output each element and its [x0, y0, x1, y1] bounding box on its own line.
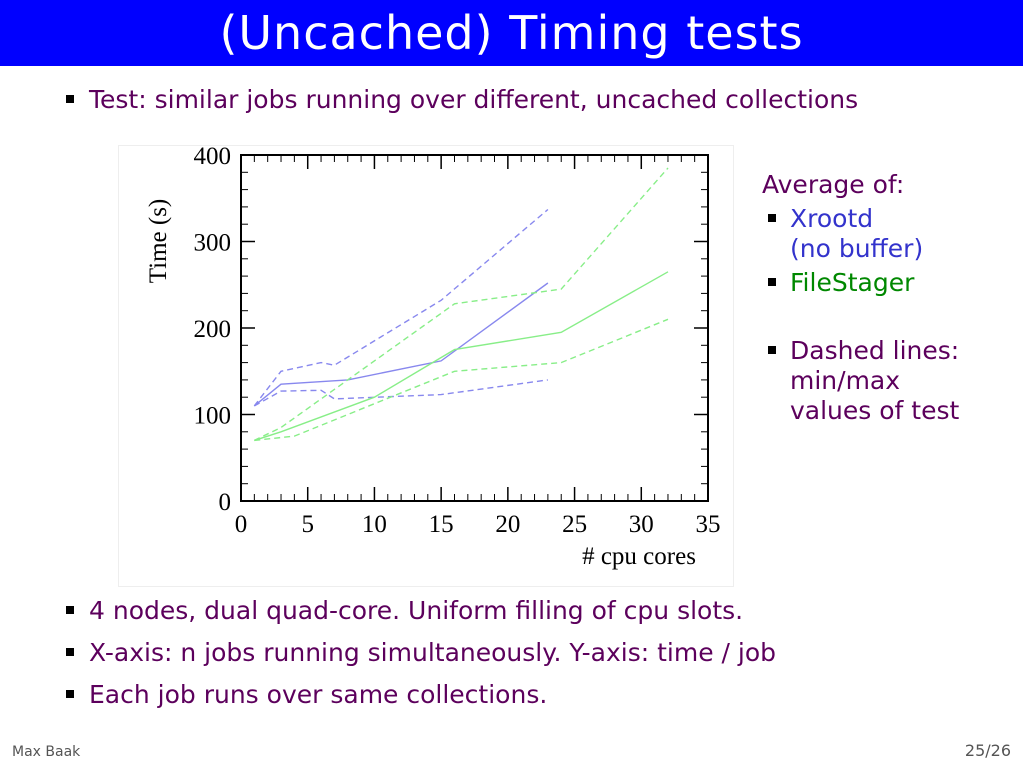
square-bullet-icon [66, 95, 74, 103]
slide-title-bar: (Uncached) Timing tests [0, 0, 1023, 66]
chart-axes: 0 5 10 15 20 25 30 35 0 100 200 300 400 [194, 146, 721, 538]
bullet-text: Test: similar jobs running over differen… [89, 85, 859, 114]
bullet-item: Test: similar jobs running over differen… [64, 85, 858, 115]
x-tick-label: 5 [301, 511, 314, 538]
x-tick-label: 25 [562, 511, 587, 538]
bullet-item: Each job runs over same collections. [64, 680, 776, 710]
x-tick-label: 15 [429, 511, 454, 538]
bottom-bullet-list: 4 nodes, dual quad-core. Uniform filling… [64, 596, 776, 722]
legend-heading: Average of: [762, 170, 905, 199]
slide-title: (Uncached) Timing tests [219, 6, 804, 60]
plot-frame [240, 154, 709, 502]
filestager-max-line [253, 167, 669, 442]
bullet-text: Each job runs over same collections. [89, 680, 548, 709]
legend-dashed-line2: min/max [790, 366, 901, 395]
x-tick-label: 30 [629, 511, 654, 538]
filestager-min-line [254, 318, 669, 442]
legend-dashed-line3: values of test [790, 396, 960, 425]
square-bullet-icon [768, 214, 776, 222]
legend-xrootd-sublabel: (no buffer) [790, 234, 924, 263]
footer-page-number: 25/26 [964, 741, 1011, 760]
xrootd-min-line [253, 379, 548, 407]
square-bullet-icon [66, 606, 74, 614]
y-tick-label: 300 [194, 230, 232, 257]
legend-panel: Average of: Xrootd (no buffer) FileStage… [762, 170, 1002, 430]
square-bullet-icon [768, 278, 776, 286]
y-tick-label: 400 [194, 146, 232, 170]
square-bullet-icon [768, 346, 776, 354]
chart-series-group [253, 167, 669, 442]
bullet-item: X-axis: n jobs running simultaneously. Y… [64, 638, 776, 668]
y-tick-label: 100 [194, 403, 232, 430]
square-bullet-icon [66, 648, 74, 656]
top-bullet-list: Test: similar jobs running over differen… [64, 85, 858, 115]
xrootd-average-line [253, 282, 549, 407]
footer-author: Max Baak [12, 744, 81, 760]
legend-item-dashed: Dashed lines: min/max values of test [762, 336, 1002, 426]
x-tick-label: 35 [696, 511, 721, 538]
square-bullet-icon [66, 690, 74, 698]
legend-dashed-line1: Dashed lines: [790, 336, 960, 365]
x-tick-label: 0 [235, 511, 248, 538]
bullet-text: X-axis: n jobs running simultaneously. Y… [89, 638, 777, 667]
filestager-average-line [254, 271, 669, 442]
legend-item-xrootd: Xrootd (no buffer) [762, 204, 1002, 264]
bullet-item: 4 nodes, dual quad-core. Uniform filling… [64, 596, 776, 626]
y-axis-label: Time (s) [145, 199, 172, 284]
x-tick-label: 10 [362, 511, 387, 538]
x-axis-label: # cpu cores [582, 543, 696, 570]
y-tick-label: 200 [194, 316, 232, 343]
timing-chart-svg: 0 5 10 15 20 25 30 35 0 100 200 300 400 Time (s) # c… [145, 146, 721, 570]
legend-xrootd-label: Xrootd [790, 204, 874, 233]
timing-chart: 0 5 10 15 20 25 30 35 0 100 200 300 400 Time (s) # c… [118, 145, 734, 587]
bullet-text: 4 nodes, dual quad-core. Uniform filling… [89, 596, 744, 625]
y-tick-label: 0 [219, 489, 232, 516]
legend-item-filestager: FileStager [762, 268, 1002, 298]
x-tick-label: 20 [495, 511, 520, 538]
xrootd-max-line [253, 208, 549, 407]
legend-filestager-label: FileStager [790, 268, 915, 297]
